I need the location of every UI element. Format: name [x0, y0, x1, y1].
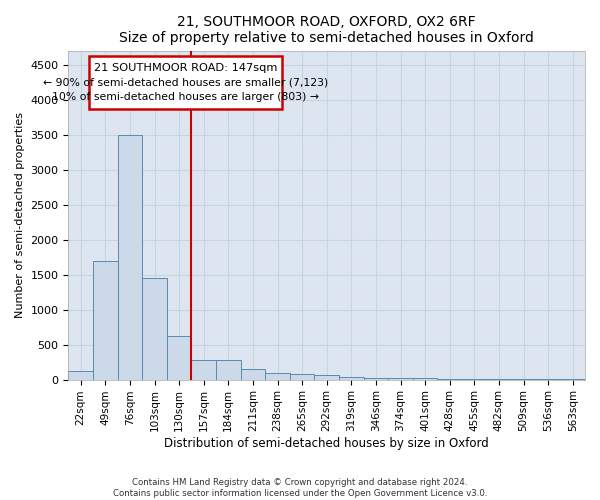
Bar — [290, 374, 314, 380]
Bar — [511, 379, 536, 380]
Bar — [364, 378, 388, 380]
Bar — [437, 378, 462, 380]
Bar — [216, 360, 241, 380]
X-axis label: Distribution of semi-detached houses by size in Oxford: Distribution of semi-detached houses by … — [164, 437, 489, 450]
Bar — [93, 260, 118, 380]
Bar — [118, 134, 142, 380]
Text: 21 SOUTHMOOR ROAD: 147sqm: 21 SOUTHMOOR ROAD: 147sqm — [94, 62, 278, 72]
Bar — [487, 379, 511, 380]
Bar — [142, 278, 167, 380]
Bar — [89, 56, 283, 108]
Text: ← 90% of semi-detached houses are smaller (7,123): ← 90% of semi-detached houses are smalle… — [43, 78, 328, 88]
Y-axis label: Number of semi-detached properties: Number of semi-detached properties — [15, 112, 25, 318]
Bar — [314, 376, 339, 380]
Bar — [68, 371, 93, 380]
Bar — [265, 372, 290, 380]
Bar — [167, 336, 191, 380]
Bar — [388, 378, 413, 380]
Bar — [191, 360, 216, 380]
Bar — [339, 377, 364, 380]
Bar — [413, 378, 437, 380]
Title: 21, SOUTHMOOR ROAD, OXFORD, OX2 6RF
Size of property relative to semi-detached h: 21, SOUTHMOOR ROAD, OXFORD, OX2 6RF Size… — [119, 15, 534, 45]
Bar — [462, 379, 487, 380]
Text: 10% of semi-detached houses are larger (803) →: 10% of semi-detached houses are larger (… — [52, 92, 319, 102]
Bar — [241, 368, 265, 380]
Text: Contains HM Land Registry data © Crown copyright and database right 2024.
Contai: Contains HM Land Registry data © Crown c… — [113, 478, 487, 498]
